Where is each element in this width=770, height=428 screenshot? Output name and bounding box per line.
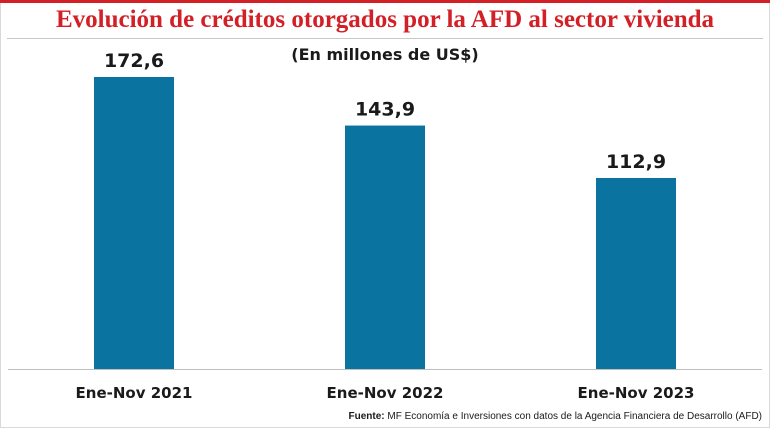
title-accent-bar bbox=[0, 0, 770, 3]
bar-3 bbox=[596, 177, 676, 369]
category-label-1: Ene-Nov 2021 bbox=[76, 384, 193, 402]
value-label-3: 112,9 bbox=[606, 151, 666, 173]
category-label-3: Ene-Nov 2023 bbox=[578, 384, 695, 402]
source-note: Fuente: MF Economía e Inversiones con da… bbox=[348, 411, 762, 422]
value-label-1: 172,6 bbox=[104, 50, 164, 72]
bar-1 bbox=[94, 77, 174, 369]
source-text: MF Economía e Inversiones con datos de l… bbox=[387, 411, 762, 422]
source-label: Fuente: bbox=[348, 411, 385, 422]
chart-title: Evolución de créditos otorgados por la A… bbox=[55, 6, 715, 33]
value-label-2: 143,9 bbox=[355, 99, 415, 121]
category-label-2: Ene-Nov 2022 bbox=[327, 384, 444, 402]
bar-2 bbox=[345, 125, 425, 369]
title-divider bbox=[7, 38, 763, 39]
chart-subtitle: (En millones de US$) bbox=[291, 45, 479, 64]
